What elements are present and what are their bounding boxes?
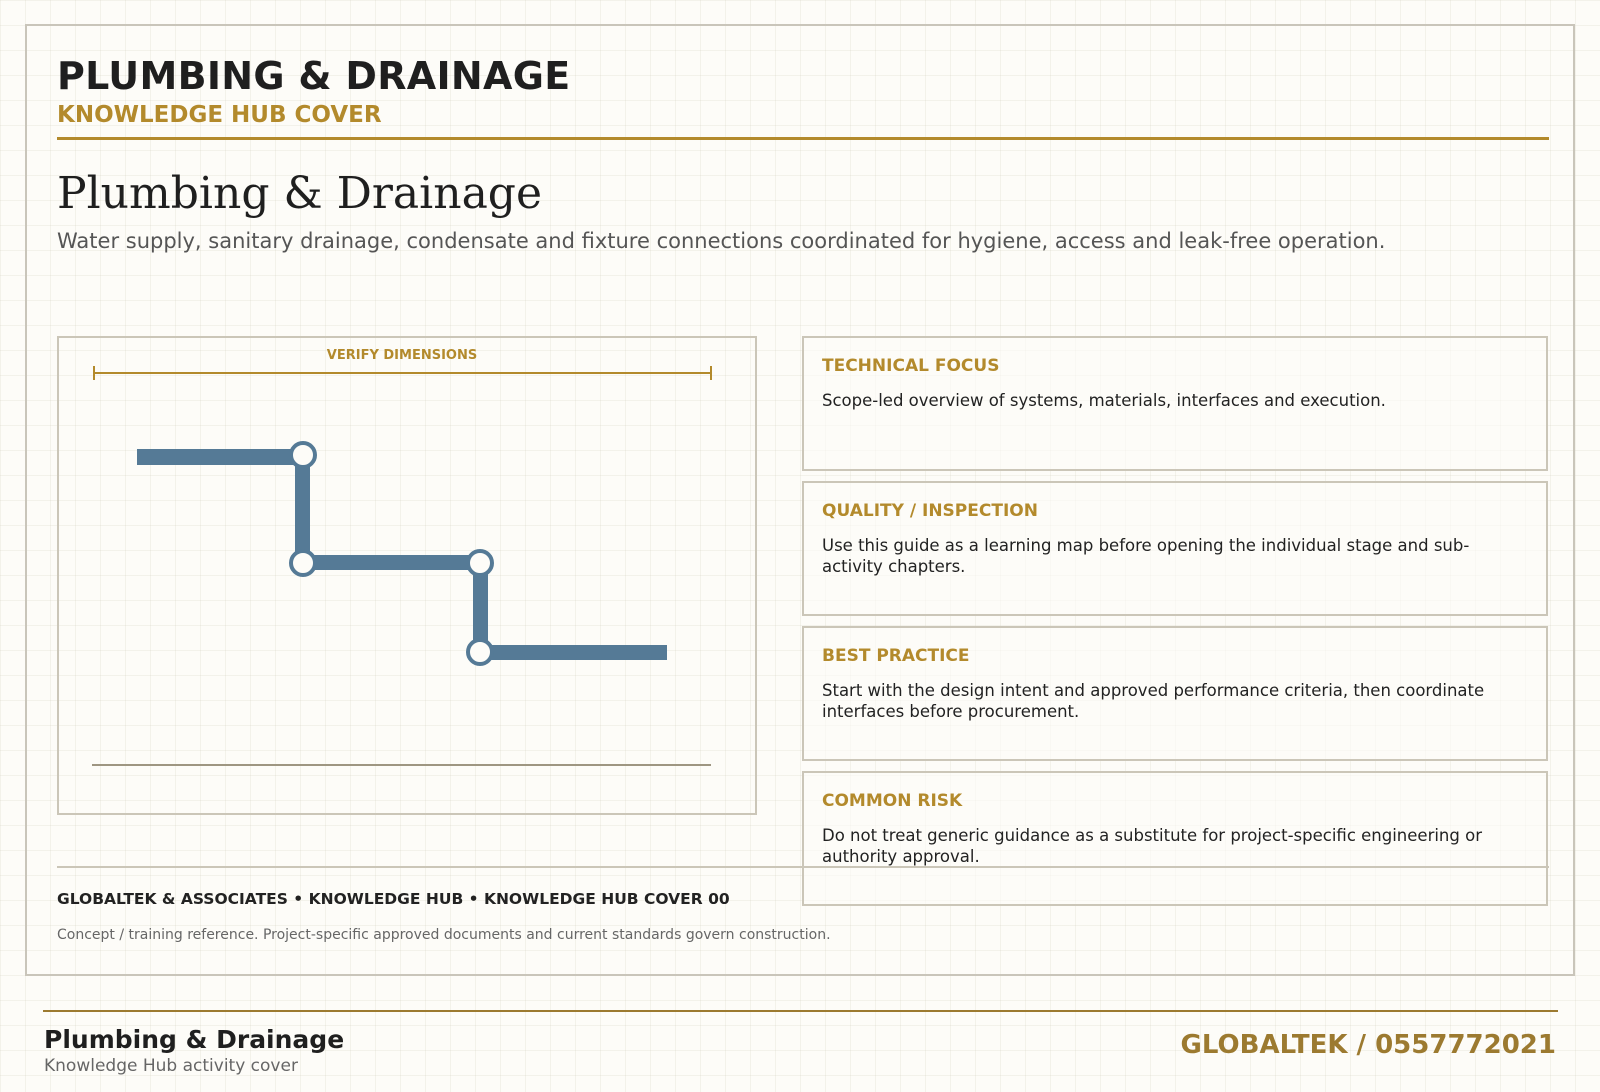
card-body: Start with the design intent and approve… [822, 681, 1485, 721]
footer-credit: GLOBALTEK & ASSOCIATES • KNOWLEDGE HUB •… [57, 890, 730, 908]
pipe-joint [466, 638, 494, 666]
page-footer-divider [43, 1010, 1558, 1012]
pipe-run [137, 449, 667, 660]
pipe-segment [473, 563, 488, 647]
dimension-line [93, 366, 712, 380]
card-quality-inspection: QUALITY / INSPECTION Use this guide as a… [802, 481, 1548, 616]
pipe-segment [137, 449, 305, 465]
pipe-joints [289, 441, 494, 666]
card-body: Do not treat generic guidance as a subst… [822, 826, 1482, 866]
page-title: Plumbing & Drainage [57, 168, 543, 219]
card-body: Scope-led overview of systems, materials… [822, 391, 1386, 410]
page-footer-contact: GLOBALTEK / 0557772021 [1180, 1030, 1556, 1060]
card-best-practice: BEST PRACTICE Start with the design inte… [802, 626, 1548, 761]
card-title: BEST PRACTICE [822, 646, 970, 666]
header-title: PLUMBING & DRAINAGE [57, 54, 571, 98]
dimension-label: VERIFY DIMENSIONS [327, 348, 477, 363]
card-title: COMMON RISK [822, 791, 963, 811]
footer-divider [57, 866, 1549, 868]
card-title: TECHNICAL FOCUS [822, 356, 1000, 376]
page-footer-title: Plumbing & Drainage [44, 1025, 345, 1054]
cover-sheet: PLUMBING & DRAINAGE KNOWLEDGE HUB COVER … [25, 24, 1575, 976]
pipe-diagram-svg: VERIFY DIMENSIONS [92, 348, 712, 766]
header-subtitle: KNOWLEDGE HUB COVER [57, 102, 382, 128]
card-common-risk: COMMON RISK Do not treat generic guidanc… [802, 771, 1548, 906]
card-technical-focus: TECHNICAL FOCUS Scope-led overview of sy… [802, 336, 1548, 471]
pipe-diagram: VERIFY DIMENSIONS [57, 336, 757, 815]
page-footer-subtitle: Knowledge Hub activity cover [44, 1056, 298, 1076]
card-title: QUALITY / INSPECTION [822, 501, 1038, 521]
pipe-segment [303, 555, 481, 570]
header-divider [57, 137, 1549, 140]
footer-disclaimer: Concept / training reference. Project-sp… [57, 927, 831, 943]
pipe-joint [289, 549, 317, 577]
page-description: Water supply, sanitary drainage, condens… [57, 229, 1386, 253]
pipe-segment [295, 457, 310, 567]
pipe-joint [466, 549, 494, 577]
pipe-joint [289, 441, 317, 469]
card-body: Use this guide as a learning map before … [822, 536, 1470, 576]
pipe-segment [480, 645, 667, 660]
